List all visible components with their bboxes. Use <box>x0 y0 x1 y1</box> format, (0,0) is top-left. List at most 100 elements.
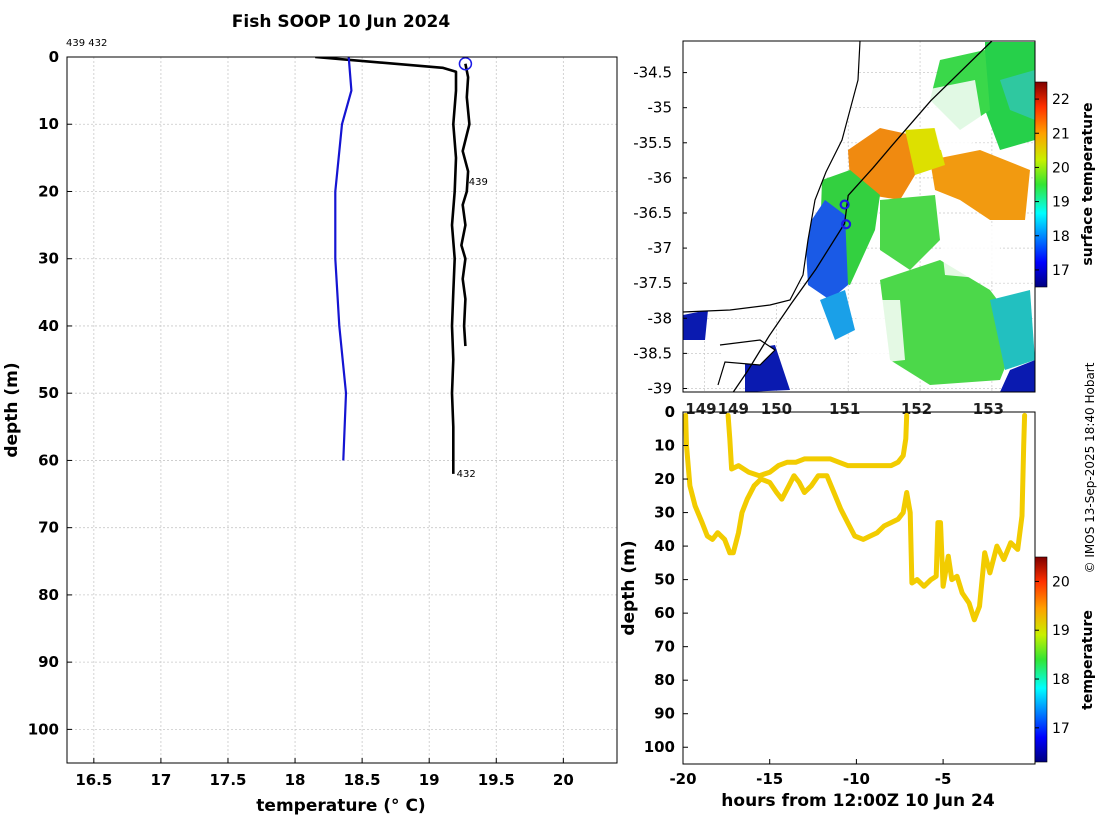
sst-patch-south-green <box>880 260 1020 385</box>
temperature-colorbar-ticks: 17 18 19 20 <box>1035 574 1070 737</box>
stations <box>839 199 852 230</box>
sst-field <box>683 41 1035 392</box>
ts-y-tick-label: 70 <box>654 638 675 656</box>
map-y-tick-label: -36.5 <box>633 204 672 222</box>
sst-patch-orange-east <box>930 150 1030 220</box>
profile-series-model <box>334 57 353 461</box>
ts-series-tow-b <box>725 412 910 479</box>
y-tick-label: 70 <box>38 519 59 537</box>
sst-colorbar-ticks: 17 18 19 20 21 22 <box>1035 92 1070 279</box>
sst-cbar-tick-label: 22 <box>1052 92 1070 108</box>
profile-ids: 439 432 <box>66 38 107 49</box>
map-x-tick-label: 149 <box>718 400 749 418</box>
ts-y-tick-label: 10 <box>654 437 675 455</box>
ts-y-tick-label: 50 <box>654 571 675 589</box>
y-tick-label: 100 <box>28 720 59 738</box>
profile-xlabel: temperature (° C) <box>256 796 425 816</box>
y-tick-label: 90 <box>38 653 59 671</box>
x-tick-label: 19.5 <box>478 771 515 789</box>
ship-track <box>732 41 993 392</box>
sst-colorbar-label: surface temperature <box>1080 102 1096 265</box>
map-x-tick-label: 153 <box>973 400 1004 418</box>
temp-cbar-tick-label: 19 <box>1052 623 1070 639</box>
y-tick-label: 10 <box>38 115 59 133</box>
y-tick-label: 40 <box>38 317 59 335</box>
timeseries-xlabel: hours from 12:00Z 10 Jun 24 <box>721 791 995 811</box>
sst-patch-south-teal <box>990 290 1035 370</box>
temp-cbar-tick-label: 20 <box>1052 574 1070 590</box>
figure-title: Fish SOOP 10 Jun 2024 <box>232 12 451 32</box>
y-tick-label: 60 <box>38 451 59 469</box>
profile-series-432 <box>315 57 458 474</box>
coastline <box>683 41 861 313</box>
y-tick-label: 80 <box>38 586 59 604</box>
sst-cbar-tick-label: 18 <box>1052 229 1070 245</box>
cloud-gap-1 <box>925 80 985 150</box>
sst-map: -34.5 -35 -35.5 -36 -36.5 -37 -37.5 -38 -38.5 -39… <box>633 40 1096 418</box>
sst-cbar-tick-label: 21 <box>1052 126 1070 142</box>
land-tasmania-north <box>720 340 775 365</box>
profile-location-marker <box>458 57 473 71</box>
temp-cbar-tick-label: 17 <box>1052 721 1070 737</box>
map-y-tick-label: -36 <box>648 169 673 187</box>
temperature-colorbar <box>1034 556 1048 763</box>
sst-patch-orange-core <box>848 128 915 200</box>
map-x-tick-label: 152 <box>901 400 932 418</box>
ts-x-tick-label: -15 <box>756 770 783 788</box>
profile-ticks: 16.5 17 17.5 18 18.5 19 19.5 20 0 10 20 30 40 50 60 70 8… <box>28 48 574 789</box>
sst-cbar-tick-label: 20 <box>1052 160 1070 176</box>
profile-grid <box>67 56 617 763</box>
ts-y-tick-label: 20 <box>654 470 675 488</box>
map-y-tick-label: -35 <box>648 99 673 117</box>
profile-lines: 439 432 <box>315 57 488 480</box>
profile-plot: 439 432 16.5 17 17.5 18 18.5 19 19.5 20 0 10 20 30 40… <box>2 48 618 816</box>
x-tick-label: 16.5 <box>75 771 112 789</box>
sst-cbar-tick-label: 17 <box>1052 263 1070 279</box>
y-tick-label: 30 <box>38 250 59 268</box>
station-marker <box>839 199 850 210</box>
profile-annotation: 432 <box>457 469 476 480</box>
y-tick-label: 0 <box>49 48 59 66</box>
profile-ylabel: depth (m) <box>2 362 22 457</box>
x-tick-label: 17 <box>150 771 171 789</box>
ts-series-tow-a <box>683 412 1028 623</box>
profile-series-439 <box>460 63 471 347</box>
ts-y-tick-label: 90 <box>654 705 675 723</box>
ts-x-tick-label: -20 <box>669 770 696 788</box>
sst-patch-southeast-navy <box>1000 360 1035 392</box>
coastline-island <box>717 339 776 386</box>
map-y-tick-label: -35.5 <box>633 134 672 152</box>
map-x-tick-label: 150 <box>761 400 792 418</box>
map-y-tick-label: -34.5 <box>633 64 672 82</box>
timeseries-ticks: -20 -15 -10 -5 0 10 20 30 40 50 60 70 80 90 100 <box>644 403 952 788</box>
profile-annotation: 439 <box>469 177 488 188</box>
sst-cbar-tick-label: 19 <box>1052 195 1070 211</box>
x-tick-label: 18 <box>285 771 306 789</box>
map-y-tick-label: -37.5 <box>633 274 672 292</box>
ts-y-tick-label: 60 <box>654 604 675 622</box>
x-tick-label: 18.5 <box>344 771 381 789</box>
cloud-gap-3 <box>855 300 905 365</box>
y-tick-label: 20 <box>38 182 59 200</box>
sst-patch-green-mid <box>880 195 940 270</box>
temperature-colorbar-label: temperature <box>1080 610 1096 710</box>
timeseries-ylabel: depth (m) <box>619 540 639 635</box>
profile-axes-frame <box>66 56 618 764</box>
sst-patch-coastal-blue <box>805 200 848 300</box>
sst-colorbar <box>1034 81 1048 288</box>
temp-cbar-tick-label: 18 <box>1052 672 1070 688</box>
depth-timeseries: -20 -15 -10 -5 0 10 20 30 40 50 60 70 80 90 100 hours … <box>619 403 1096 811</box>
sst-patch-yellow <box>905 128 945 175</box>
map-y-tick-label: -39 <box>648 379 673 397</box>
x-tick-label: 19 <box>419 771 440 789</box>
ts-y-tick-label: 80 <box>654 671 675 689</box>
ts-x-tick-label: -10 <box>843 770 870 788</box>
map-x-tick-label: 151 <box>829 400 860 418</box>
cloud-gap-2 <box>940 225 1000 280</box>
ts-y-tick-label: 100 <box>644 738 675 756</box>
map-y-tick-label: -38.5 <box>633 344 672 362</box>
sst-patch-northeast-cyan <box>1000 70 1035 120</box>
map-ticks: -34.5 -35 -35.5 -36 -36.5 -37 -37.5 -38 -38.5 -39… <box>633 64 1004 418</box>
copyright-note: © IMOS 13-Sep-2025 18:40 Hobart <box>1083 362 1097 573</box>
